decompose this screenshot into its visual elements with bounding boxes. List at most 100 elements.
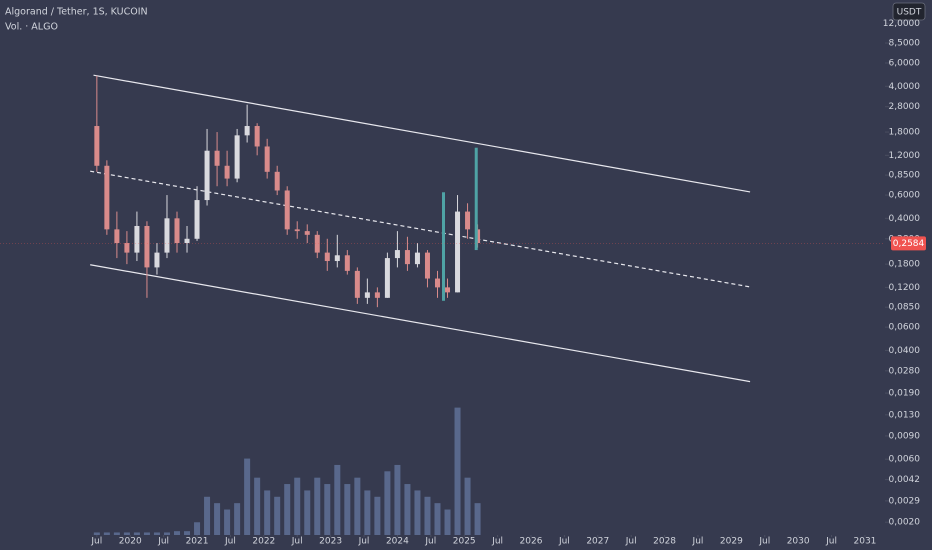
volume-bar	[324, 484, 331, 535]
x-tick-label: Jul	[625, 537, 637, 547]
candle-body	[194, 200, 200, 239]
volume-bar	[474, 503, 481, 535]
candle-body	[465, 211, 471, 230]
volume-bar	[113, 532, 120, 535]
y-tick-label: 0,0090	[889, 431, 921, 441]
candle-body	[394, 250, 400, 259]
candle-body	[324, 252, 330, 262]
volume-bar	[163, 532, 170, 535]
candle-body	[404, 250, 410, 265]
candle-body	[224, 165, 230, 179]
currency-box[interactable]	[892, 2, 926, 21]
candle-body	[174, 218, 180, 244]
y-tick-label: 0,8500	[889, 171, 921, 181]
x-tick-label: Jul	[90, 537, 102, 547]
volume-bar	[284, 484, 291, 535]
candle-body	[244, 126, 250, 136]
trend-line	[90, 264, 751, 383]
candle-body	[134, 225, 140, 253]
y-tick-label: 0,4000	[889, 214, 921, 224]
y-tick-label: 0,0029	[889, 496, 921, 506]
y-tick-label: 0,0060	[889, 455, 921, 465]
x-tick-label: Jul	[692, 537, 704, 547]
y-tick-label: 0,0130	[889, 410, 921, 420]
candle-body	[144, 225, 150, 268]
x-tick-label: 2024	[386, 537, 409, 547]
x-tick-label: Jul	[424, 537, 436, 547]
volume-bar	[304, 490, 311, 535]
volume-bar	[294, 477, 301, 535]
x-tick-label: Jul	[224, 537, 236, 547]
price-label: 0,2584	[893, 239, 925, 249]
x-tick-label: 2031	[854, 537, 877, 547]
volume-bar	[224, 509, 231, 535]
x-tick-label: 2027	[586, 537, 609, 547]
y-tick-label: 1,8000	[889, 128, 921, 138]
y-tick-label: 0,0042	[889, 475, 921, 485]
x-tick-label: 2028	[653, 537, 676, 547]
volume-bar	[214, 503, 221, 535]
candle-body	[284, 190, 290, 230]
y-tick-label: 0,0400	[889, 346, 921, 356]
candle-body	[414, 252, 420, 265]
candle-body	[234, 135, 240, 179]
x-tick-label: 2020	[119, 537, 142, 547]
x-tick-label: Jul	[491, 537, 503, 547]
x-tick-label: Jul	[825, 537, 837, 547]
y-tick-label: 0,1200	[889, 283, 921, 293]
candle-body	[334, 255, 340, 262]
y-tick-label: 0,0600	[889, 323, 921, 333]
y-tick-label: 12,0000	[883, 19, 920, 29]
volume-bar	[204, 496, 211, 535]
volume-bar	[444, 509, 451, 535]
y-tick-label: 1,2000	[889, 151, 921, 161]
volume-bar	[174, 531, 180, 535]
range-marker	[474, 147, 478, 251]
candle-body	[384, 258, 390, 298]
volume-bar	[143, 532, 150, 535]
x-tick-label: 2022	[252, 537, 275, 547]
x-tick-label: 2029	[720, 537, 743, 547]
volume-bar	[404, 484, 411, 535]
candle-body	[314, 234, 320, 253]
y-tick-label: 0,0850	[889, 303, 921, 313]
volume-bar	[364, 490, 371, 535]
candle-body	[374, 292, 380, 298]
chart-title: Algorand / Tether, 1S, KUCOIN	[5, 7, 148, 18]
y-tick-label: 0,0190	[889, 389, 921, 399]
candle-body	[364, 292, 370, 298]
y-tick-label: 8,5000	[889, 39, 921, 49]
y-tick-label: 0,1800	[889, 260, 921, 270]
volume-bar	[194, 522, 201, 535]
candle-body	[184, 238, 190, 244]
candle-body	[104, 165, 110, 230]
volume-bar	[394, 464, 401, 535]
candle-body	[424, 252, 430, 279]
candle-body	[254, 126, 260, 147]
volume-bar	[184, 531, 191, 535]
x-tick-label: 2030	[787, 537, 810, 547]
candle-body	[344, 255, 350, 271]
volume-bar	[344, 484, 351, 535]
candle-body	[114, 229, 120, 244]
x-tick-label: Jul	[558, 537, 570, 547]
candle-body	[264, 146, 270, 172]
volume-bar	[424, 496, 431, 535]
y-tick-label: 0,0280	[889, 366, 921, 376]
volume-bar	[123, 532, 130, 535]
volume-bar	[454, 407, 461, 535]
volume-bar	[244, 458, 251, 535]
x-tick-label: Jul	[758, 537, 770, 547]
volume-bar	[254, 477, 261, 535]
candle-body	[304, 231, 310, 235]
volume-bar	[133, 532, 140, 535]
trend-line	[93, 74, 751, 193]
y-tick-label: 6,0000	[889, 59, 921, 69]
candle-body	[94, 126, 100, 166]
currency-label[interactable]: USDT	[897, 8, 922, 18]
y-tick-label: 2,8000	[889, 102, 921, 112]
candle-body	[354, 270, 360, 298]
volume-bar	[434, 503, 441, 535]
